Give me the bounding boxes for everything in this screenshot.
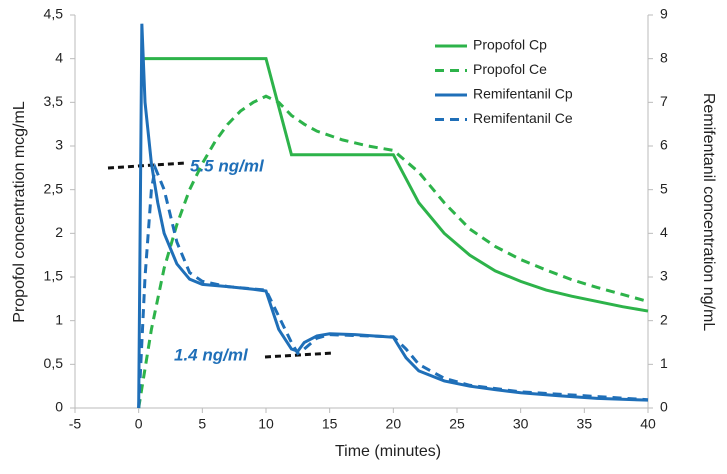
annotation: 1.4 ng/ml [174, 345, 249, 364]
y-tick-label: 1,5 [44, 268, 64, 284]
legend-label: Remifentanil Cp [473, 86, 573, 102]
x-tick-label: 10 [258, 416, 274, 432]
annotation-line [264, 351, 334, 359]
x-tick-label: 35 [577, 416, 593, 432]
x-tick-label: 20 [386, 416, 402, 432]
x-tick-label: 25 [449, 416, 465, 432]
y-tick-label: 0,5 [44, 355, 64, 371]
x-tick-label: 5 [198, 416, 206, 432]
x-tick-label: 30 [513, 416, 529, 432]
y2-tick-label: 7 [660, 93, 668, 109]
y2-tick-label: 5 [660, 180, 668, 196]
y-tick-label: 1 [55, 311, 63, 327]
y2-tick-label: 8 [660, 49, 668, 65]
annotation-line [107, 161, 186, 170]
y-tick-label: 4,5 [44, 6, 64, 22]
y2-tick-label: 9 [660, 6, 668, 22]
y-tick-label: 2,5 [44, 180, 64, 196]
x-tick-label: 0 [135, 416, 143, 432]
x-axis-label: Time (minutes) [335, 443, 441, 460]
series-line [137, 162, 649, 409]
legend-label: Propofol Cp [473, 37, 547, 53]
x-tick-label: -5 [69, 416, 82, 432]
legend-label: Propofol Ce [473, 61, 547, 77]
x-tick-label: 40 [640, 416, 656, 432]
legend-label: Remifentanil Ce [473, 110, 573, 126]
y2-tick-label: 1 [660, 355, 668, 371]
y2-tick-label: 2 [660, 311, 668, 327]
y-tick-label: 2 [55, 224, 63, 240]
y-axis-label: Propofol concentration mcg/mL [11, 101, 28, 323]
y2-axis-label: Remifentanil concentration ng/mL [700, 93, 717, 331]
series-line [142, 57, 649, 313]
y2-tick-label: 6 [660, 137, 668, 153]
y-tick-label: 4 [55, 49, 63, 65]
y2-tick-label: 0 [660, 399, 668, 415]
x-tick-label: 15 [322, 416, 338, 432]
y2-tick-label: 4 [660, 224, 668, 240]
y2-tick-label: 3 [660, 268, 668, 284]
y-tick-label: 0 [55, 399, 63, 415]
y-tick-label: 3 [55, 137, 63, 153]
annotation: 5.5 ng/ml [190, 156, 265, 175]
y-tick-label: 3,5 [44, 93, 64, 109]
